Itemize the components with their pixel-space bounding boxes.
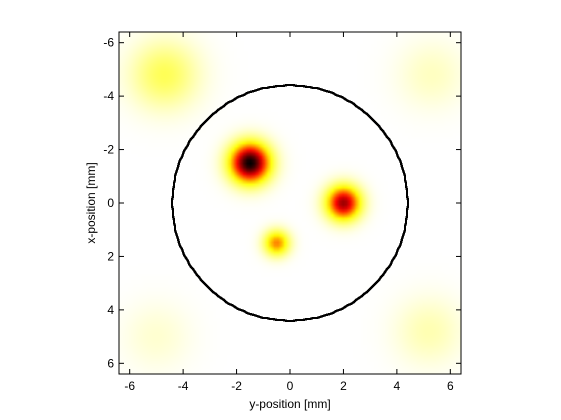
- x-tick-label: -2: [231, 379, 242, 393]
- y-tick-label: -4: [103, 89, 114, 103]
- y-axis-label: x-position [mm]: [84, 162, 98, 243]
- x-tick-label: -6: [124, 379, 135, 393]
- y-tick-label: -6: [103, 36, 114, 50]
- y-tick-label: 2: [107, 249, 114, 263]
- x-tick-label: -4: [178, 379, 189, 393]
- y-tick-label: 6: [107, 356, 114, 370]
- boundary-circle: [170, 83, 410, 323]
- x-axis-label: y-position [mm]: [249, 397, 330, 411]
- y-tick-label: 0: [107, 196, 114, 210]
- x-tick-label: 2: [340, 379, 347, 393]
- x-tick-label: 0: [287, 379, 294, 393]
- x-axis: -6 -4 -2 0 2 4 6: [124, 32, 454, 393]
- y-axis: -6 -4 -2 0 2 4 6: [103, 36, 461, 370]
- y-tick-label: 4: [107, 303, 114, 317]
- x-tick-label: 4: [394, 379, 401, 393]
- plot-area: [118, 31, 462, 375]
- y-tick-label: -2: [103, 143, 114, 157]
- x-tick-label: 6: [447, 379, 454, 393]
- heatmap-image: [119, 32, 461, 374]
